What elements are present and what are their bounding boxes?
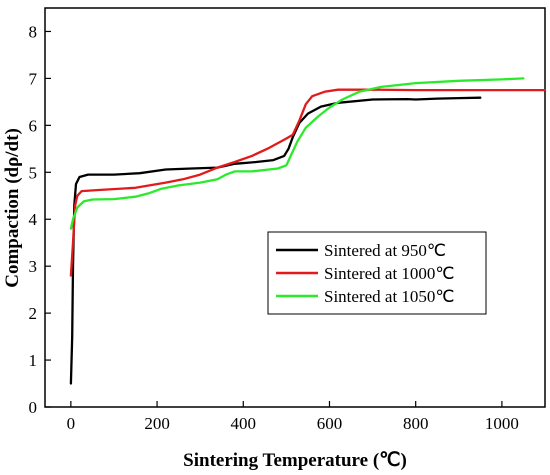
x-tick-label: 1000 [485, 414, 519, 433]
y-tick-label: 6 [29, 116, 38, 135]
y-axis-title: Compaction (dρ/dt) [2, 128, 23, 288]
series-layer [69, 77, 547, 385]
y-tick-label: 7 [29, 69, 38, 88]
y-tick-label: 5 [29, 163, 38, 182]
x-tick-label: 600 [317, 414, 343, 433]
y-tick-label: 1 [29, 351, 38, 370]
series-line-3 [69, 77, 525, 230]
x-axis-title: Sintering Temperature (℃) [183, 450, 407, 471]
x-tick-label: 400 [231, 414, 257, 433]
legend-label-3: Sintered at 1050℃ [324, 287, 455, 306]
x-tick-label: 0 [67, 414, 76, 433]
legend-label-2: Sintered at 1000℃ [324, 264, 455, 283]
x-axis-ticks: 0 200 400 600 800 1000 [67, 401, 519, 433]
y-axis-ticks: 0 1 2 3 4 5 6 7 8 [29, 22, 51, 417]
x-tick-label: 200 [144, 414, 170, 433]
series-line-1 [69, 96, 482, 385]
legend-label-1: Sintered at 950℃ [324, 241, 446, 260]
y-tick-label: 0 [29, 398, 38, 417]
plot-frame [44, 7, 546, 408]
y-tick-label: 3 [29, 257, 38, 276]
legend: Sintered at 950℃ Sintered at 1000℃ Sinte… [267, 231, 487, 315]
y-tick-label: 2 [29, 304, 38, 323]
y-tick-label: 8 [29, 22, 38, 41]
y-tick-label: 4 [29, 210, 38, 229]
x-tick-label: 800 [403, 414, 429, 433]
